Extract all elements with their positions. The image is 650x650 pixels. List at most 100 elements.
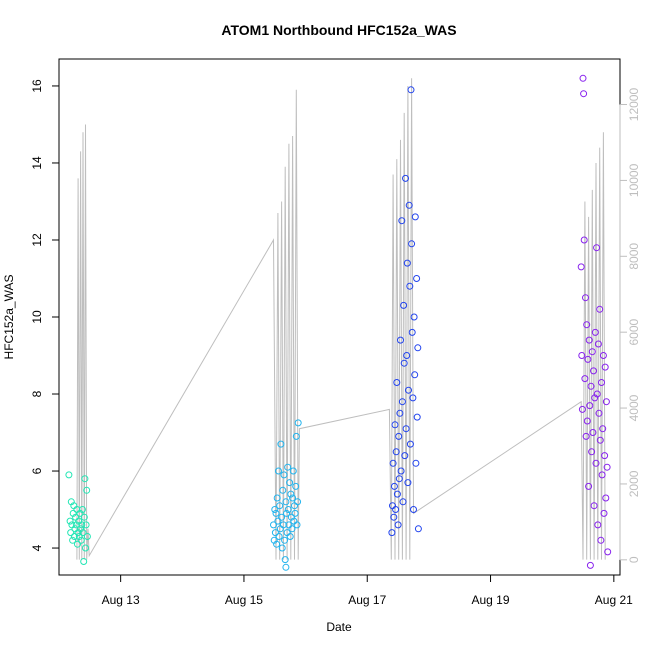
data-point bbox=[281, 556, 289, 564]
data-point bbox=[578, 352, 586, 359]
data-point bbox=[390, 513, 398, 521]
data-point bbox=[586, 402, 594, 410]
data-point bbox=[401, 452, 409, 460]
data-point bbox=[599, 425, 607, 433]
data-point bbox=[589, 429, 597, 436]
data-point bbox=[394, 521, 402, 529]
data-point bbox=[284, 463, 292, 471]
data-point bbox=[402, 425, 410, 433]
data-point bbox=[590, 502, 598, 510]
data-point bbox=[392, 448, 400, 456]
data-point bbox=[583, 321, 591, 329]
data-point bbox=[293, 521, 301, 529]
x-tick-label: Aug 19 bbox=[472, 593, 510, 607]
data-point bbox=[411, 213, 419, 221]
data-point bbox=[396, 409, 404, 417]
data-point bbox=[603, 463, 611, 471]
y-tick-label: 16 bbox=[30, 79, 44, 93]
data-point bbox=[83, 533, 91, 540]
data-point bbox=[593, 244, 601, 252]
data-point bbox=[271, 529, 279, 537]
points-layer bbox=[65, 74, 612, 571]
data-point bbox=[406, 282, 414, 290]
data-point bbox=[584, 355, 592, 363]
data-point bbox=[272, 509, 280, 517]
y2-tick-label: 4000 bbox=[627, 394, 641, 421]
altitude-line bbox=[76, 78, 606, 560]
data-point bbox=[79, 529, 87, 537]
data-point bbox=[70, 533, 78, 540]
data-point bbox=[585, 336, 593, 344]
data-point bbox=[397, 336, 404, 344]
altitude-layer bbox=[76, 78, 606, 560]
y-tick-label: 14 bbox=[30, 156, 44, 170]
data-point bbox=[393, 490, 401, 498]
data-point bbox=[271, 506, 279, 513]
data-point bbox=[414, 344, 422, 352]
data-point bbox=[288, 525, 296, 533]
data-point bbox=[580, 90, 588, 98]
data-point bbox=[280, 471, 288, 479]
data-point bbox=[604, 548, 612, 556]
data-point bbox=[270, 521, 277, 529]
y2-tick-label: 2000 bbox=[627, 470, 641, 497]
data-point bbox=[83, 486, 91, 494]
data-point bbox=[582, 432, 590, 440]
y2-tick-label: 6000 bbox=[627, 319, 641, 346]
data-point bbox=[405, 201, 413, 209]
data-point bbox=[292, 482, 300, 490]
data-point bbox=[77, 525, 85, 533]
data-point bbox=[275, 467, 282, 475]
data-point bbox=[287, 490, 295, 498]
data-point bbox=[591, 328, 599, 336]
data-point bbox=[402, 174, 409, 182]
data-point bbox=[404, 479, 412, 487]
y-tick-label: 4 bbox=[30, 544, 44, 551]
data-point bbox=[282, 498, 290, 506]
data-point bbox=[82, 521, 90, 529]
data-point bbox=[277, 440, 285, 448]
y2-axis: 0 2000 4000 6000 8000 10000 12000 bbox=[619, 88, 641, 563]
data-point bbox=[596, 436, 604, 444]
series-1 bbox=[65, 471, 91, 565]
data-point bbox=[400, 301, 408, 309]
data-point bbox=[409, 394, 417, 402]
data-point bbox=[588, 348, 596, 356]
data-point bbox=[291, 509, 299, 517]
y-tick-label: 6 bbox=[30, 467, 44, 474]
data-point bbox=[395, 475, 403, 483]
data-point bbox=[69, 536, 77, 544]
data-point bbox=[294, 419, 302, 427]
data-point bbox=[274, 517, 282, 525]
data-point bbox=[82, 544, 89, 552]
data-point bbox=[407, 86, 415, 94]
data-point bbox=[406, 440, 414, 448]
y-axis: 4 6 8 10 12 14 16 bbox=[30, 79, 60, 551]
data-point bbox=[273, 540, 281, 548]
data-point bbox=[81, 475, 89, 483]
data-point bbox=[590, 367, 597, 375]
data-point bbox=[410, 506, 417, 513]
data-point bbox=[80, 558, 88, 565]
x-axis-label: Date bbox=[326, 620, 352, 634]
data-point bbox=[578, 405, 586, 413]
y2-tick-label: 0 bbox=[627, 556, 641, 563]
data-point bbox=[408, 328, 416, 336]
data-point bbox=[587, 382, 595, 390]
plot-frame bbox=[58, 58, 621, 576]
data-point bbox=[600, 509, 608, 517]
data-point bbox=[75, 533, 83, 540]
x-tick-label: Aug 21 bbox=[595, 593, 633, 607]
data-point bbox=[392, 506, 400, 513]
data-point bbox=[593, 390, 601, 398]
data-point bbox=[577, 263, 585, 271]
data-point bbox=[292, 432, 300, 440]
data-point bbox=[585, 482, 593, 490]
data-point bbox=[294, 498, 302, 506]
data-point bbox=[586, 561, 594, 569]
data-point bbox=[78, 521, 86, 529]
data-point bbox=[289, 467, 297, 475]
data-point bbox=[403, 352, 411, 359]
data-point bbox=[596, 305, 604, 313]
chart-title: ATOM1 Northbound HFC152a_WAS bbox=[221, 22, 456, 38]
